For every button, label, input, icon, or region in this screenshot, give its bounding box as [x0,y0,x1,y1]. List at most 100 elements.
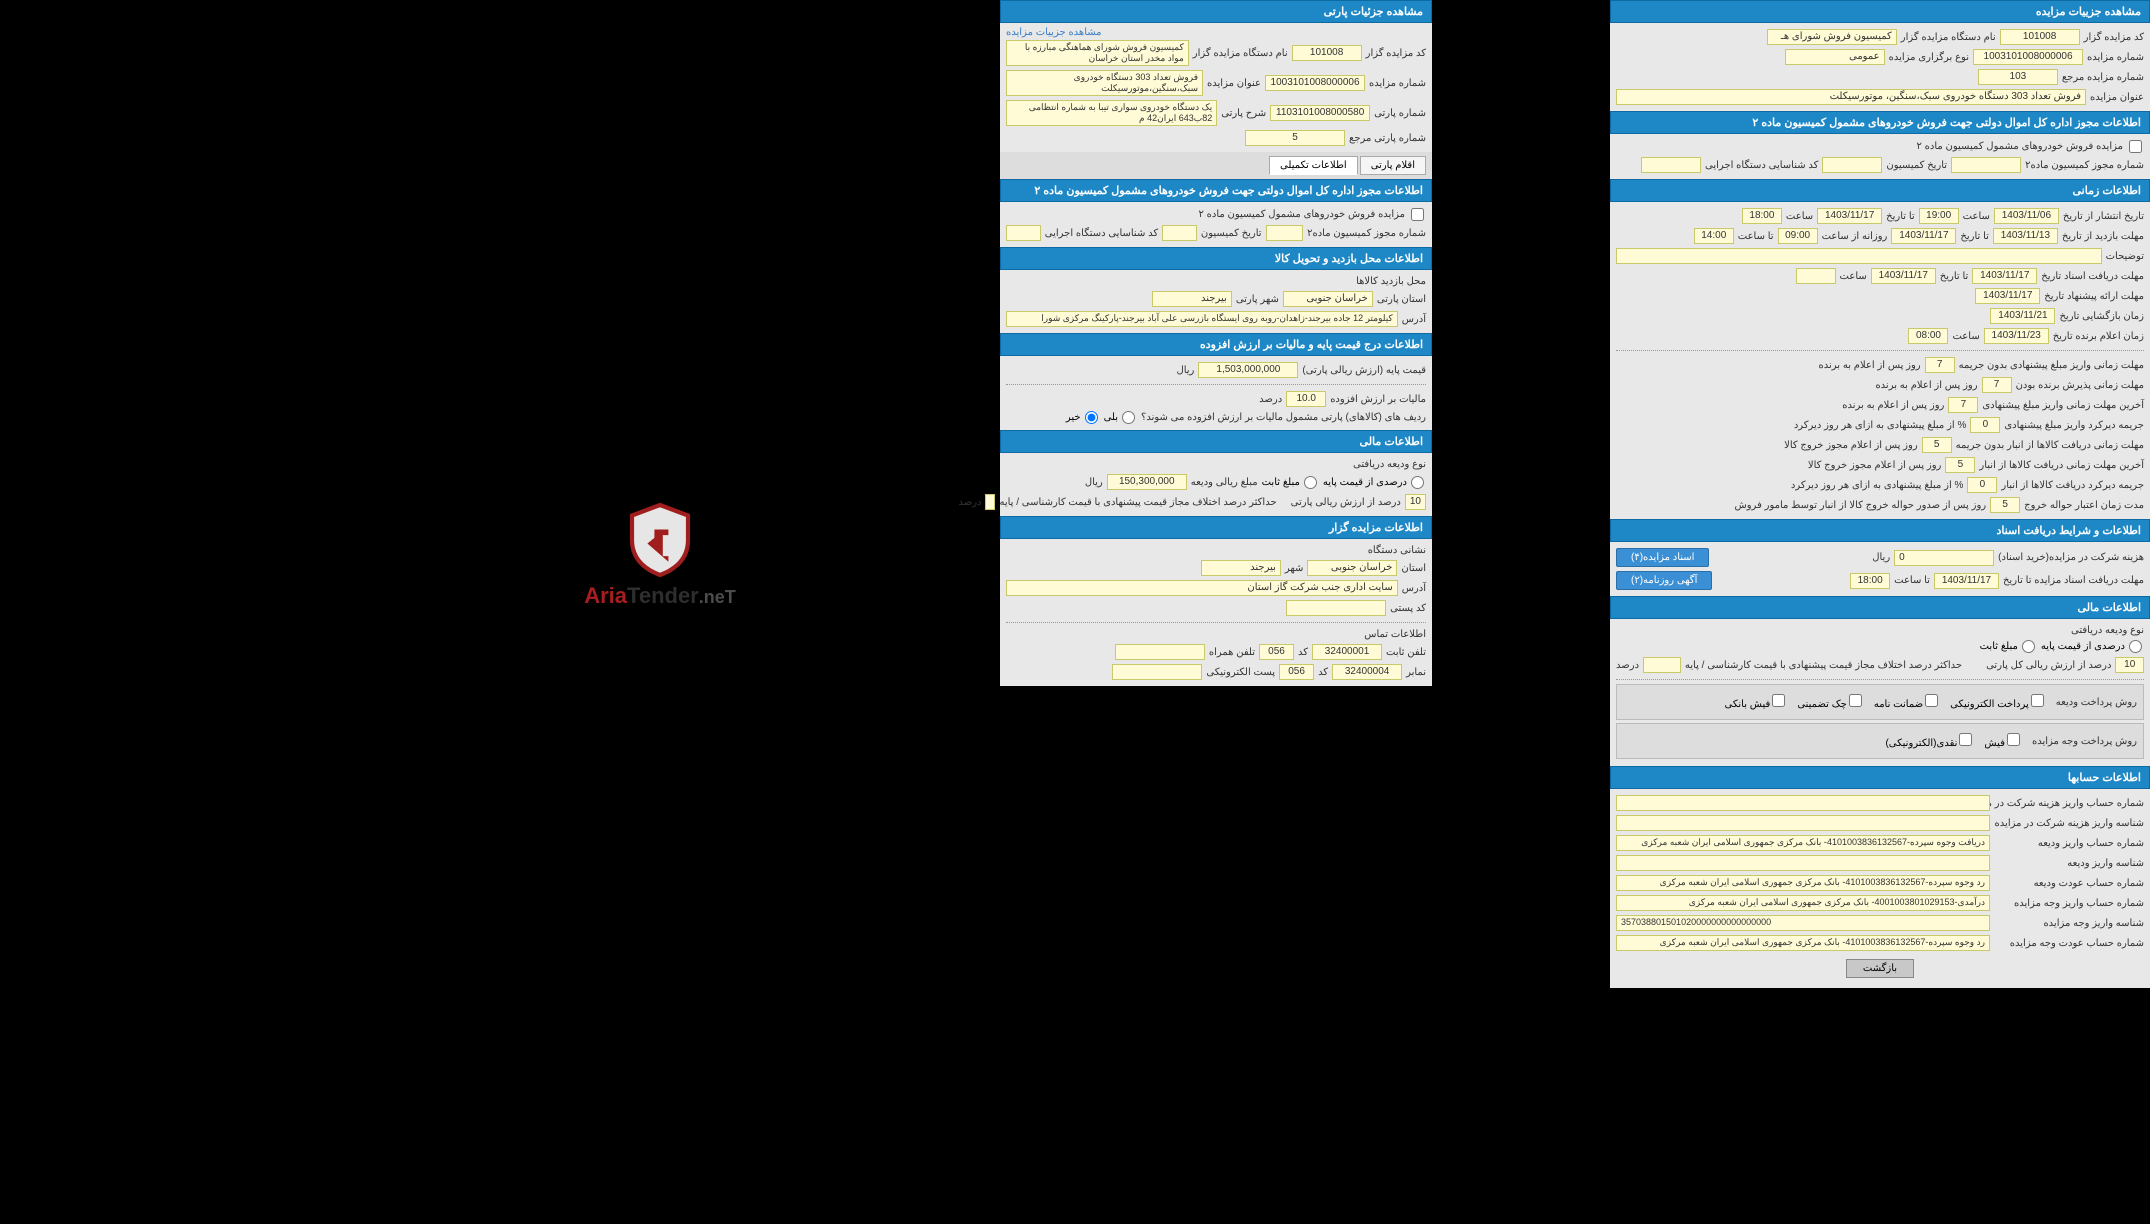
visit-t1-label: روزانه از ساعت [1822,231,1888,242]
pay3-label: آخرین مهلت زمانی واریز مبلغ پیشنهادی [1982,400,2144,411]
fax-code: 056 [1279,664,1314,680]
chk-check[interactable]: چک تضمینی [1797,694,1864,710]
code-label: کد مزایده گزار [2084,32,2144,43]
chk-commission-label: مزایده فروش خودروهای مشمول کمیسیون ماده … [1916,141,2123,152]
notes-label: توضیحات [2106,251,2144,262]
lp-party-val: 1103101008000580 [1270,105,1370,121]
header-authorization: اطلاعات مجوز اداره کل اموال دولتی جهت فر… [1610,111,2150,134]
base-price-val: 1,503,000,000 [1198,362,1298,378]
visit-to-label2: تا تاریخ [1960,231,1989,242]
lp-header-price: اطلاعات درج قیمت پایه و مالیات بر ارزش ا… [1000,333,1432,356]
lp-header-location: اطلاعات محل بازدید و تحویل کالا [1000,247,1432,270]
docs-button[interactable]: اسناد مزایده(۴) [1616,548,1709,567]
auth-num-field [1951,157,2021,173]
addr2-val: سایت اداری جنب شرکت گاز استان [1006,580,1398,596]
acc6-label: شماره حساب واریز وجه مزایده [1994,898,2144,909]
exec-code-field [1641,157,1701,173]
open-label: زمان بازگشایی تاریخ [2059,311,2144,322]
province2-val: خراسان جنوبی [1307,560,1397,576]
winner-time: 08:00 [1908,328,1948,344]
pay6-val: 5 [1945,457,1975,473]
lp-chk-commission[interactable] [1411,208,1424,221]
pay8-val: 5 [1990,497,2020,513]
header-financial: اطلاعات مالی [1610,596,2150,619]
acc4-label: شناسه واریز ودیعه [1994,858,2144,869]
back-button[interactable]: بازگشت [1846,959,1914,978]
comm-date-label: تاریخ کمیسیون [1886,160,1947,171]
docdead-val: 1403/11/17 [1972,268,2037,284]
details-link[interactable]: مشاهده جزییات مزایده [1006,27,1102,38]
shield-icon [625,500,695,580]
docdead2-val: 1403/11/17 [1934,573,1999,589]
visit-label: مهلت بازدید از تاریخ [2062,231,2144,242]
visit-t1: 09:00 [1778,228,1818,244]
phone-val: 32400001 [1312,644,1382,660]
acc6-val: درآمدی-4001003801029153- بانک مرکزی جمهو… [1616,895,1990,911]
lp-ref-val: 5 [1245,130,1345,146]
acc7-val: 357038801501020000000000000000 [1616,915,1990,931]
acc4-val [1616,855,1990,871]
acc7-label: شناسه واریز وجه مزایده [1994,918,2144,929]
auction-num-value: 1003101008000006 [1973,49,2083,65]
deposit-amt-val: 150,300,000 [1107,474,1187,490]
chk-fish2[interactable]: فیش [1984,733,2022,749]
pay5-val: 5 [1922,437,1952,453]
title-value: فروش تعداد 303 دستگاه خودروی سبک،سنگین، … [1616,89,2086,105]
lp-fixed-radio[interactable]: مبلغ ثابت [1262,476,1319,489]
type-value: عمومی [1785,49,1885,65]
phone-code: 056 [1259,644,1294,660]
vat-no-radio[interactable]: خیر [1066,411,1100,424]
vat-yes-radio[interactable]: بلی [1104,411,1137,424]
chk-ecash[interactable]: نقدی(الکترونیکی) [1885,733,1974,749]
tab-items[interactable]: اقلام پارتی [1360,156,1426,175]
pay7-val: 0 [1967,477,1997,493]
fixed-amt-radio[interactable]: مبلغ ثابت [1980,640,2037,653]
addr-val: کیلومتر 12 جاده بیرجند-زاهدان-روبه روی ا… [1006,311,1398,327]
pct-base-radio[interactable]: درصدی از قیمت پایه [2041,640,2144,653]
acc8-val: رد وجوه سپرده-4101003836132567- بانک مرک… [1616,935,1990,951]
province-val: خراسان جنوبی [1283,291,1373,307]
code-value: 101008 [2000,29,2080,45]
lp-desc-val: یک دستگاه خودروی سواری تیبا به شماره انت… [1006,100,1217,126]
acc3-label: شماره حساب واریز ودیعه [1994,838,2144,849]
pay3-val: 7 [1948,397,1978,413]
offer-val: 1403/11/17 [1975,288,2040,304]
acc1-val [1616,795,1990,811]
pay4-val: 0 [1970,417,2000,433]
chk-commission[interactable] [2129,140,2142,153]
mobile-val [1115,644,1205,660]
diff-val [1643,657,1681,673]
chk-fish[interactable]: فیش بانکی [1725,694,1788,710]
header-doc-conditions: اطلاعات و شرایط دریافت اسناد [1610,519,2150,542]
tab-additional[interactable]: اطلاعات تکمیلی [1269,156,1358,175]
docdead-time-label: ساعت [1786,211,1813,222]
pub-label: تاریخ انتشار از تاریخ [2063,211,2144,222]
notes-field [1616,248,2102,264]
watermark-text: AriaTender.neT [560,583,760,609]
docdead-time-val: 18:00 [1742,208,1782,224]
auction-details-panel: مشاهده جزییات مزایده کد مزایده گزار 1010… [1610,0,2150,988]
offer-label: مهلت ارائه پیشنهاد تاریخ [2044,291,2144,302]
chk-epay[interactable]: پرداخت الکترونیکی [1950,694,2046,710]
visit-to: 1403/11/17 [1891,228,1956,244]
pay4-label: جریمه دیرکرد واریز مبلغ پیشنهادی [2004,420,2144,431]
lp-header-auth: اطلاعات مجوز اداره کل اموال دولتی جهت فر… [1000,179,1432,202]
postal-val [1286,600,1386,616]
ref-label: شماره مزایده مرجع [2062,72,2144,83]
pub-from: 1403/11/06 [1994,208,2059,224]
chk-guarantee[interactable]: ضمانت نامه [1874,694,1940,710]
lp-name-val: کمیسیون فروش شورای هماهنگی مبارزه با موا… [1006,40,1189,66]
newspaper-button[interactable]: آگهی روزنامه(۲) [1616,571,1712,590]
acc5-val: رد وجوه سپرده-4101003836132567- بانک مرک… [1616,875,1990,891]
lp-pct-radio[interactable]: درصدی از قیمت پایه [1323,476,1426,489]
diff-label: حداکثر درصد اختلاف مجاز قیمت پیشنهادی با… [1685,660,1962,671]
winner-label: زمان اعلام برنده تاریخ [2053,331,2144,342]
pay1-val: 7 [1925,357,1955,373]
pct-val: 10 [2115,657,2144,673]
acc8-label: شماره حساب عودت وجه مزایده [1994,938,2144,949]
cost-label: هزینه شرکت در مزایده(خرید اسناد) [1998,552,2144,563]
city-val: بیرجند [1152,291,1232,307]
acc3-val: دریافت وجوه سپرده-4101003836132567- بانک… [1616,835,1990,851]
auction-num-label: شماره مزایده [2087,52,2144,63]
visit-from: 1403/11/13 [1993,228,2058,244]
